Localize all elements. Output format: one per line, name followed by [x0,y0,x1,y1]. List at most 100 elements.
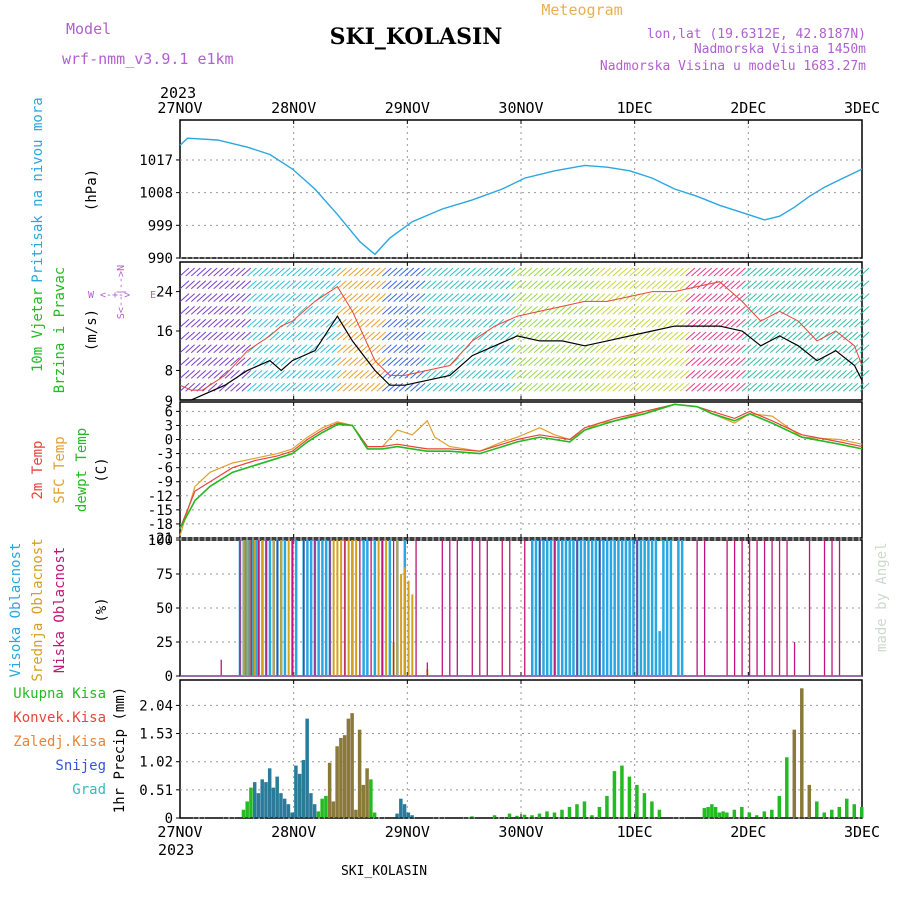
wind-arrow [241,306,252,315]
wind-arrow [219,293,229,302]
wind-arrow [280,382,291,392]
wind-arrow [814,370,825,379]
wind-arrow [606,331,617,341]
wind-arrow [668,331,679,341]
wind-arrow [247,267,257,277]
wind-arrow [331,293,342,302]
wind-arrow [764,357,774,366]
wind-arrow [786,280,797,290]
wind-arrow [786,357,797,366]
wind-arrow [724,370,735,379]
wind-arrow [303,267,313,277]
wind-arrow [786,331,797,341]
wind-arrow [775,382,786,392]
wind-arrow [567,280,578,290]
wind-arrow [280,280,291,290]
wind-arrow [758,318,769,328]
wind-arrow [595,318,606,328]
wind-arrow [460,382,471,392]
wind-arrow [494,306,505,315]
wind-arrow [342,280,353,290]
wind-arrow [303,293,313,302]
wind-arrow [674,267,684,277]
wind-arrow [646,318,656,328]
wind-arrow [545,280,555,290]
wind-arrow [696,293,707,302]
wind-arrow [668,280,679,290]
wind-arrow [466,382,476,392]
wind-arrow [426,293,437,302]
wind-arrow [241,267,252,277]
wind-arrow [325,280,336,290]
wind-arrow [387,357,398,366]
wind-arrow [747,344,758,354]
wind-arrow [837,306,847,315]
wind-arrow [398,318,409,328]
wind-arrow [404,344,415,354]
wind-arrow [432,306,443,315]
temp-y-tick-label: -15 [148,503,173,519]
wind-arrow [252,318,263,328]
wind-arrow [758,344,769,354]
wind-arrow [573,382,583,392]
wind-arrow [421,267,432,277]
precip-bar [339,737,343,818]
wind-arrow [567,293,578,302]
precip-bar [815,801,819,818]
wind-arrow [263,370,274,379]
wind-arrow [202,280,212,290]
wind-arrow [471,293,482,302]
wind-arrow [286,344,297,354]
wind-arrow [679,370,690,379]
precip-bar [560,809,564,818]
precip-bar [597,806,602,818]
wind-arrow [657,357,668,366]
wind-arrow [252,280,263,290]
wind-arrow [387,318,398,328]
wind-arrow [657,318,668,328]
temp-y-tick-label: -18 [148,517,173,533]
wind-arrow [325,344,336,354]
precip-legend-snow: Snijeg [55,758,106,774]
wind-arrow [466,331,476,341]
wind-arrow [640,344,651,354]
top-date-axis: 27NOV 28NOV 29NOV 30NOV 1DEC 2DEC 3DEC [157,99,880,117]
wind-arrow [567,344,578,354]
wind-arrow [179,370,190,379]
wind-arrow [702,331,713,341]
wind-arrow [601,370,611,379]
wind-arrow [528,318,538,328]
wind-arrow [691,267,701,277]
temp-y-tick-label: -3 [156,447,173,463]
wind-arrow [736,293,746,302]
wind-arrow [634,357,645,366]
precip-bar [807,784,812,818]
wind-arrow [404,293,415,302]
wind-arrow [438,331,448,341]
wind-dir-e: E [150,290,156,301]
wind-arrow [213,280,224,290]
precip-bar [406,812,411,818]
bottom-date-tick: 29NOV [385,823,430,841]
wind-arrow [303,331,313,341]
wind-arrow [331,331,342,341]
wind-arrow [230,344,240,354]
wind-arrow [449,318,460,328]
wind-arrow [359,306,370,315]
wind-arrow [651,344,662,354]
wind-arrow [213,370,224,379]
precip-bar [267,768,272,818]
wind-arrow [747,357,758,366]
wind-arrow [219,306,229,315]
bottom-date-axis: 27NOV 28NOV 29NOV 30NOV 1DEC 2DEC 3DEC [157,823,880,841]
wind-arrow [797,357,808,366]
wind-arrow [696,280,707,290]
wind-arrow [651,293,662,302]
precip-panel: 0 0.51 1.02 1.53 2.04 Ukupna Kisa Konvek.Kisa Z… [13,679,864,827]
wind-arrow [606,382,617,392]
wind-arrow [691,357,701,366]
wind-arrow [730,344,741,354]
wind-arrow [337,306,347,315]
precip-bar [575,804,579,818]
wind-arrow [713,344,724,354]
